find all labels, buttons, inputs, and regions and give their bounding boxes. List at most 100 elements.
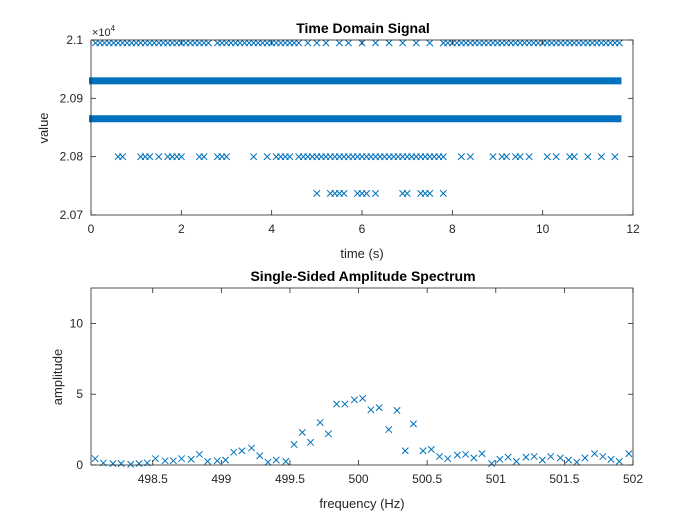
data-marker — [543, 153, 551, 161]
data-marker — [512, 457, 520, 466]
data-marker — [316, 418, 324, 427]
x-tick-label: 499.5 — [275, 472, 305, 486]
data-marker — [615, 39, 624, 47]
x-tick-label: 0 — [88, 222, 95, 236]
spectrum-axes: Single-Sided Amplitude Spectrum 498.5 499… — [50, 268, 643, 511]
data-marker — [341, 400, 349, 408]
data-marker — [444, 455, 452, 463]
x-tick-label: 501.5 — [549, 472, 579, 486]
x-tick-label: 501 — [486, 472, 506, 486]
data-marker — [584, 153, 592, 161]
data-marker — [403, 189, 411, 197]
data-marker — [295, 39, 303, 47]
data-marker — [426, 189, 434, 197]
data-marker — [399, 39, 407, 47]
data-marker — [427, 445, 435, 453]
data-marker — [306, 438, 315, 446]
x-tick-label: 498.5 — [138, 472, 168, 486]
time-domain-markers — [89, 39, 624, 197]
y-exponent-power: 4 — [111, 24, 116, 33]
time-domain-plot-box — [90, 39, 634, 216]
y-tick-label: 10 — [70, 316, 84, 330]
data-marker — [552, 153, 560, 161]
data-marker — [344, 39, 353, 47]
data-marker — [573, 458, 581, 466]
data-marker — [611, 153, 619, 161]
data-marker — [333, 400, 341, 408]
data-marker — [155, 153, 163, 161]
data-marker — [502, 153, 511, 161]
data-marker — [238, 447, 246, 455]
data-marker — [313, 189, 321, 197]
x-tick-label: 500.5 — [412, 472, 442, 486]
x-tick-label: 502 — [623, 472, 643, 486]
data-marker — [525, 153, 533, 161]
x-tick-label: 12 — [626, 222, 640, 236]
spectrum-ylabel: amplitude — [50, 349, 65, 405]
data-marker — [127, 460, 135, 468]
data-marker — [250, 153, 258, 161]
data-marker — [359, 394, 367, 403]
data-marker — [200, 153, 208, 161]
y-tick-label: 2.1 — [66, 33, 83, 47]
data-marker — [530, 452, 538, 461]
data-marker — [204, 39, 212, 47]
data-marker — [504, 453, 512, 461]
data-marker — [591, 450, 599, 458]
data-marker — [581, 454, 589, 462]
data-marker — [146, 153, 154, 161]
data-marker — [263, 153, 271, 161]
spectrum-plot-box — [90, 287, 634, 466]
data-marker — [457, 153, 465, 161]
data-marker — [213, 457, 221, 465]
data-marker — [538, 456, 546, 464]
data-marker — [117, 460, 125, 468]
svg-text:×104: ×104 — [92, 24, 116, 39]
data-marker — [412, 39, 420, 47]
data-marker — [177, 153, 185, 161]
time-domain-ticks: 0 2 4 6 8 10 12 2.07 2.08 2.09 2.1 — [60, 33, 640, 236]
y-tick-label: 2.09 — [60, 91, 84, 105]
data-marker — [470, 454, 478, 462]
y-tick-label: 0 — [76, 458, 83, 472]
data-marker — [230, 448, 238, 456]
data-marker — [371, 189, 380, 197]
data-marker — [478, 450, 486, 458]
data-marker — [256, 452, 264, 460]
data-marker — [435, 452, 444, 461]
data-marker — [375, 404, 383, 412]
x-tick-label: 8 — [449, 222, 456, 236]
spectrum-markers — [91, 394, 633, 468]
data-marker — [247, 444, 256, 452]
data-marker — [371, 39, 380, 47]
data-marker — [335, 39, 343, 47]
data-marker — [91, 455, 99, 463]
data-marker — [204, 457, 212, 466]
data-marker — [462, 450, 470, 458]
data-marker — [324, 430, 332, 438]
data-marker — [290, 440, 298, 449]
data-marker — [222, 153, 231, 161]
data-marker — [419, 447, 427, 455]
y-tick-label: 2.07 — [60, 208, 84, 222]
data-marker — [564, 456, 573, 464]
data-marker — [439, 189, 447, 197]
data-marker — [178, 455, 186, 463]
data-marker — [340, 189, 348, 197]
data-marker — [426, 39, 434, 47]
data-marker — [597, 153, 605, 161]
time-domain-axes: Time Domain Signal ×104 0 2 4 6 8 10 122.072.0… — [36, 20, 640, 261]
data-marker — [282, 457, 290, 466]
data-marker — [409, 420, 418, 428]
y-exponent-label: ×104 — [92, 24, 116, 39]
time-domain-title: Time Domain Signal — [296, 20, 430, 36]
spectrum-ticks: 498.5 499 499.5 500 500.5 501 501.5 502 0 5 10 — [70, 288, 643, 486]
data-marker — [151, 455, 160, 463]
data-marker — [195, 450, 203, 458]
data-marker — [556, 454, 564, 462]
time-domain-xlabel: time (s) — [340, 246, 383, 261]
data-marker — [625, 450, 633, 458]
data-marker — [362, 189, 371, 197]
y-tick-label: 5 — [76, 387, 83, 401]
data-marker — [496, 455, 504, 463]
